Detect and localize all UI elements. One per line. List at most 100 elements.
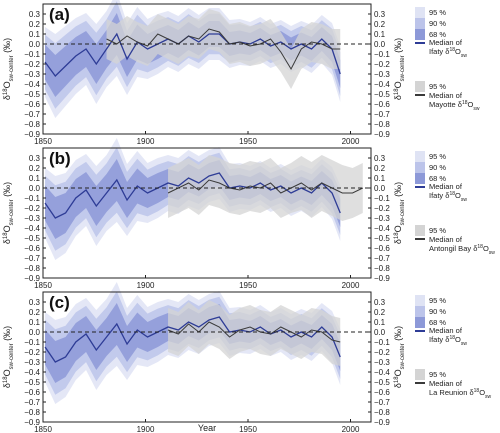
ylabel-part: (‰) — [2, 38, 12, 56]
legend-swatch-blue-2 — [415, 162, 425, 173]
ytick-label-left: −0.1 — [24, 338, 40, 347]
legend-sup: 18 — [462, 100, 468, 106]
xtick-label: 1850 — [34, 425, 52, 433]
ytick-label-left: −0.5 — [24, 378, 40, 387]
ytick-label-right: −0.8 — [374, 120, 390, 129]
legend-label-blue-median: Median of — [429, 182, 463, 191]
ytick-label-left: 0.0 — [29, 184, 41, 193]
ytick-label-right: 0.3 — [374, 10, 386, 19]
ylabel-part: O — [393, 369, 403, 376]
ytick-label-left: −0.3 — [24, 214, 40, 223]
ytick-label-left: 0.2 — [29, 164, 41, 173]
legend-o: O — [455, 335, 461, 344]
ylabel-part: 18 — [3, 232, 9, 239]
ytick-label-right: 0.2 — [374, 308, 386, 317]
ylabel-part: O — [2, 369, 12, 376]
ytick-label-right: 0.0 — [374, 40, 386, 49]
xtick-label: 1900 — [137, 281, 155, 290]
legend-o: O — [455, 191, 461, 200]
legend-label-gray-median: Median of — [429, 91, 463, 100]
xtick-label: 2000 — [342, 425, 360, 433]
legend-o: O — [479, 388, 485, 397]
ylabel-right: δ18Osw-center (‰) — [393, 182, 406, 244]
ylabel-part: 18 — [394, 232, 400, 239]
ylabel-left: δ18Osw-center (‰) — [2, 326, 15, 388]
ytick-label-left: −0.6 — [24, 388, 40, 397]
ylabel-part: sw-center — [400, 343, 406, 369]
ylabel-part: 18 — [3, 88, 9, 95]
ytick-label-left: −0.7 — [24, 110, 40, 119]
legend-label-gray-level: 95 % — [429, 82, 446, 91]
legend-swatch-gray — [415, 369, 425, 380]
gray-median-line — [106, 28, 341, 71]
ylabel-part: (‰) — [393, 326, 403, 344]
legend-swatch-blue-3 — [415, 173, 425, 184]
ylabel-part: sw-center — [9, 55, 15, 81]
ytick-label-right: −0.7 — [374, 254, 390, 263]
ytick-label-right: 0.0 — [374, 328, 386, 337]
ytick-label-right: −0.7 — [374, 398, 390, 407]
ytick-label-right: 0.3 — [374, 154, 386, 163]
legend-swatch-gray — [415, 81, 425, 92]
ytick-label-left: 0.0 — [29, 40, 41, 49]
ytick-label-right: 0.1 — [374, 174, 386, 183]
ytick-label-left: −0.9 — [24, 274, 40, 283]
ytick-label-right: −0.5 — [374, 234, 390, 243]
gray-median-line — [167, 321, 341, 343]
ylabel-part: δ — [2, 239, 12, 244]
ytick-label-right: −0.4 — [374, 80, 390, 89]
panel-label: (b) — [49, 149, 71, 168]
ytick-label-right: −0.6 — [374, 388, 390, 397]
legend-sup: 18 — [477, 244, 483, 250]
legend-sub: sw — [461, 197, 468, 203]
legend-label-blue-level: 68 % — [429, 318, 446, 327]
legend-label-blue-site: Ifaty δ18Osw — [429, 47, 467, 59]
ytick-label-right: −0.9 — [374, 130, 390, 139]
ylabel-part: sw-center — [9, 343, 15, 369]
ytick-label-right: −0.6 — [374, 100, 390, 109]
gray-band-1 — [168, 300, 341, 366]
legend-sub: sw — [473, 106, 480, 112]
legend-sup: 18 — [449, 335, 455, 341]
ylabel-left: δ18Osw-center (‰) — [2, 38, 15, 100]
ytick-label-right: −0.2 — [374, 348, 390, 357]
legend-label-blue-median: Median of — [429, 38, 463, 47]
legend-label-blue-level: 90 % — [429, 307, 446, 316]
ytick-label-right: −0.3 — [374, 214, 390, 223]
ytick-label-left: −0.1 — [24, 194, 40, 203]
ylabel-part: O — [393, 81, 403, 88]
ytick-label-left: −0.9 — [24, 130, 40, 139]
ylabel-left: δ18Osw-center (‰) — [2, 182, 15, 244]
legend-sup: 18 — [449, 47, 455, 53]
panel-2: 0.3 0.30.2 0.20.1 0.10.0 0.0−0.1 −0.1−0.2 −0.2… — [2, 138, 495, 290]
legend-swatch-blue-1 — [415, 7, 425, 18]
ytick-label-left: −0.8 — [24, 264, 40, 273]
legend-label-blue-median: Median of — [429, 326, 463, 335]
legend-label-gray-median: Median of — [429, 235, 463, 244]
legend-swatch-gray — [415, 225, 425, 236]
legend-label-gray-level: 95 % — [429, 226, 446, 235]
ytick-label-right: −0.3 — [374, 358, 390, 367]
ytick-label-left: 0.1 — [29, 174, 41, 183]
ytick-label-right: −0.3 — [374, 70, 390, 79]
ylabel-part: sw-center — [400, 199, 406, 225]
legend-sub: sw — [461, 53, 468, 59]
ytick-label-left: −0.1 — [24, 50, 40, 59]
ytick-label-right: −0.8 — [374, 408, 390, 417]
ytick-label-left: −0.5 — [24, 234, 40, 243]
legend-swatch-blue-2 — [415, 18, 425, 29]
blue-median-line — [44, 316, 341, 363]
ylabel-part: (‰) — [393, 182, 403, 200]
ytick-label-left: −0.3 — [24, 358, 40, 367]
ytick-label-left: 0.2 — [29, 308, 41, 317]
ylabel-part: δ — [2, 383, 12, 388]
x-axis-label: Year — [198, 423, 216, 433]
panel-label: (c) — [49, 293, 70, 312]
ytick-label-right: −0.2 — [374, 60, 390, 69]
panel-1: 0.3 0.30.2 0.20.1 0.10.0 0.0−0.1 −0.1−0.2 −0.2… — [2, 0, 480, 146]
ytick-label-right: −0.7 — [374, 110, 390, 119]
ytick-label-right: 0.3 — [374, 298, 386, 307]
ylabel-part: 18 — [394, 376, 400, 383]
xtick-label: 1950 — [239, 425, 257, 433]
